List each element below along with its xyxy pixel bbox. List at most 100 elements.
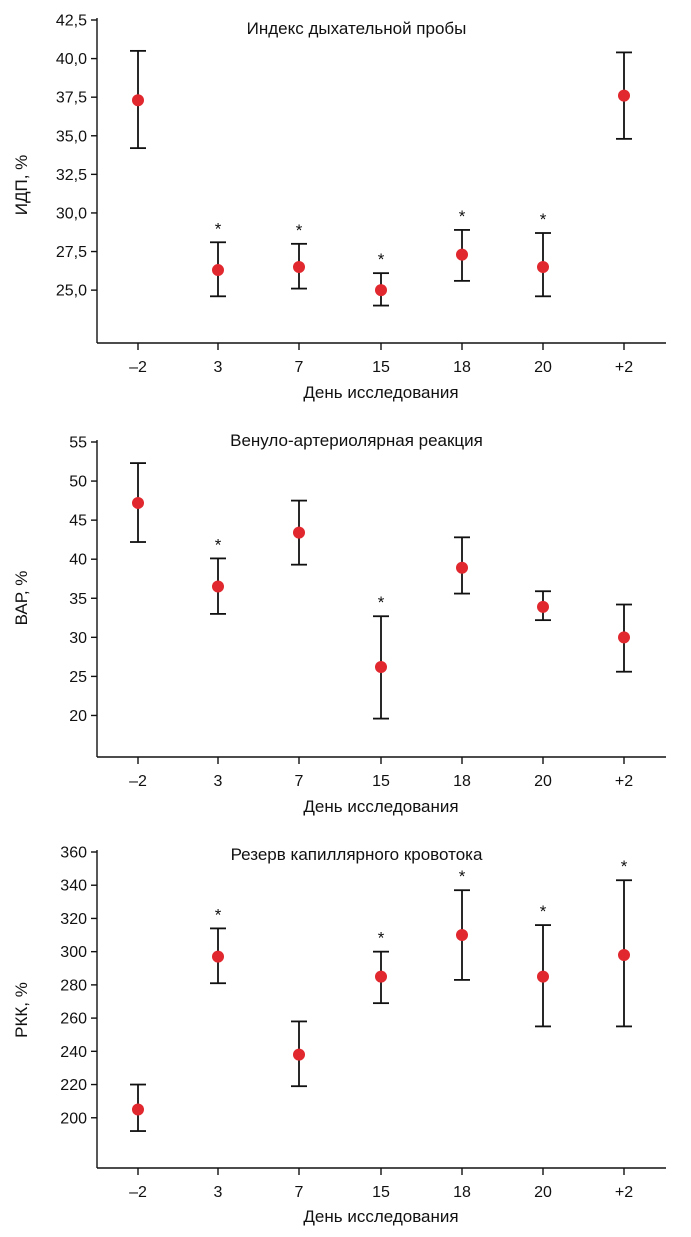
y-axis-label: ВАР, %: [12, 571, 31, 626]
significance-marker: *: [540, 902, 547, 921]
data-point: [456, 929, 468, 942]
y-tick-label: 27,5: [56, 244, 87, 261]
data-point: [132, 1103, 144, 1116]
y-tick-label: 25: [69, 669, 87, 686]
data-point-group: *: [454, 207, 470, 282]
chart-title: Резерв капиллярного кровотока: [231, 845, 483, 864]
data-point: [132, 94, 144, 107]
y-axis-label: РКК, %: [12, 982, 31, 1038]
data-point-group: *: [535, 210, 551, 298]
significance-marker: *: [378, 929, 385, 948]
x-tick-label: 7: [295, 773, 304, 790]
y-tick-label: 45: [69, 513, 87, 530]
x-tick-label: +2: [615, 359, 633, 376]
x-tick-label: 15: [372, 359, 390, 376]
y-tick-label: 20: [69, 708, 87, 725]
chart-panel-3: Резерв капиллярного кровотока 200 220 240 26…: [12, 845, 666, 1226]
x-tick-label: 20: [534, 359, 552, 376]
x-tick-label: 18: [453, 1184, 471, 1201]
y-tick-label: 260: [60, 1011, 87, 1028]
significance-marker: *: [621, 857, 628, 876]
y-tick-label: 300: [60, 944, 87, 961]
y-tick-label: 40,0: [56, 51, 87, 68]
y-tick-label: 35: [69, 591, 87, 608]
y-tick-label: 200: [60, 1110, 87, 1127]
data-point-group: [616, 603, 632, 673]
data-point: [618, 89, 630, 102]
y-tick-label: 220: [60, 1077, 87, 1094]
x-tick-label: 20: [534, 773, 552, 790]
data-point-group: *: [210, 219, 226, 298]
x-axis-label: День исследования: [303, 1207, 458, 1226]
x-tick-label: 15: [372, 1184, 390, 1201]
significance-marker: *: [459, 867, 466, 886]
data-point-group: *: [373, 929, 389, 1005]
x-tick-label: 7: [295, 1184, 304, 1201]
x-tick-label: 3: [214, 1184, 223, 1201]
y-tick-label: 37,5: [56, 90, 87, 107]
significance-marker: *: [459, 207, 466, 226]
significance-marker: *: [215, 905, 222, 924]
data-point-group: [454, 536, 470, 595]
data-point-group: [535, 590, 551, 622]
data-point: [293, 1048, 305, 1061]
chart-title: Индекс дыхательной пробы: [247, 19, 467, 38]
x-tick-label: 3: [214, 773, 223, 790]
y-tick-label: 25,0: [56, 283, 87, 300]
data-point: [456, 561, 468, 574]
data-point: [212, 580, 224, 593]
data-point-group: *: [373, 250, 389, 307]
data-point: [293, 260, 305, 273]
significance-marker: *: [378, 250, 385, 269]
data-point-group: *: [535, 902, 551, 1028]
y-axis-label: ИДП, %: [12, 155, 31, 216]
significance-marker: *: [296, 221, 303, 240]
significance-marker: *: [215, 219, 222, 238]
x-tick-label: 18: [453, 359, 471, 376]
data-point: [456, 248, 468, 261]
significance-marker: *: [378, 593, 385, 612]
x-tick-label: 20: [534, 1184, 552, 1201]
chart-title: Венуло-артериолярная реакция: [230, 431, 483, 450]
data-point: [537, 260, 549, 273]
data-point-group: [616, 51, 632, 140]
y-tick-label: 30: [69, 630, 87, 647]
data-point: [375, 970, 387, 983]
data-point: [212, 264, 224, 277]
chart-panel-1: Индекс дыхательной пробы 25,0 27,5 30,0 32,5…: [12, 13, 666, 402]
data-point-group: [291, 499, 307, 566]
y-tick-label: 32,5: [56, 167, 87, 184]
x-tick-label: 7: [295, 359, 304, 376]
y-tick-label: 40: [69, 552, 87, 569]
y-tick-label: 240: [60, 1044, 87, 1061]
data-point: [537, 600, 549, 613]
y-tick-label: 30,0: [56, 205, 87, 222]
x-axis-label: День исследования: [303, 797, 458, 816]
x-tick-label: 15: [372, 773, 390, 790]
data-point: [618, 631, 630, 644]
data-point: [618, 948, 630, 961]
data-point-group: [130, 462, 146, 543]
x-tick-label: 3: [214, 359, 223, 376]
x-tick-label: +2: [615, 1184, 633, 1201]
data-point: [132, 496, 144, 509]
data-point-group: *: [454, 867, 470, 981]
y-tick-label: 280: [60, 977, 87, 994]
data-point: [375, 284, 387, 297]
data-point-group: *: [373, 593, 389, 720]
data-point-group: *: [210, 535, 226, 615]
data-point-group: [291, 1020, 307, 1088]
chart-panel-2: Венуло-артериолярная реакция 20 25 30 35 40 45…: [12, 431, 666, 816]
x-tick-label: 18: [453, 773, 471, 790]
y-tick-label: 320: [60, 911, 87, 928]
significance-marker: *: [540, 210, 547, 229]
data-point: [375, 661, 387, 674]
data-point-group: *: [616, 857, 632, 1028]
x-tick-label: –2: [129, 1184, 147, 1201]
x-tick-label: –2: [129, 359, 147, 376]
data-point-group: *: [291, 221, 307, 290]
y-tick-label: 360: [60, 845, 87, 862]
y-tick-label: 35,0: [56, 128, 87, 145]
data-point: [537, 970, 549, 983]
